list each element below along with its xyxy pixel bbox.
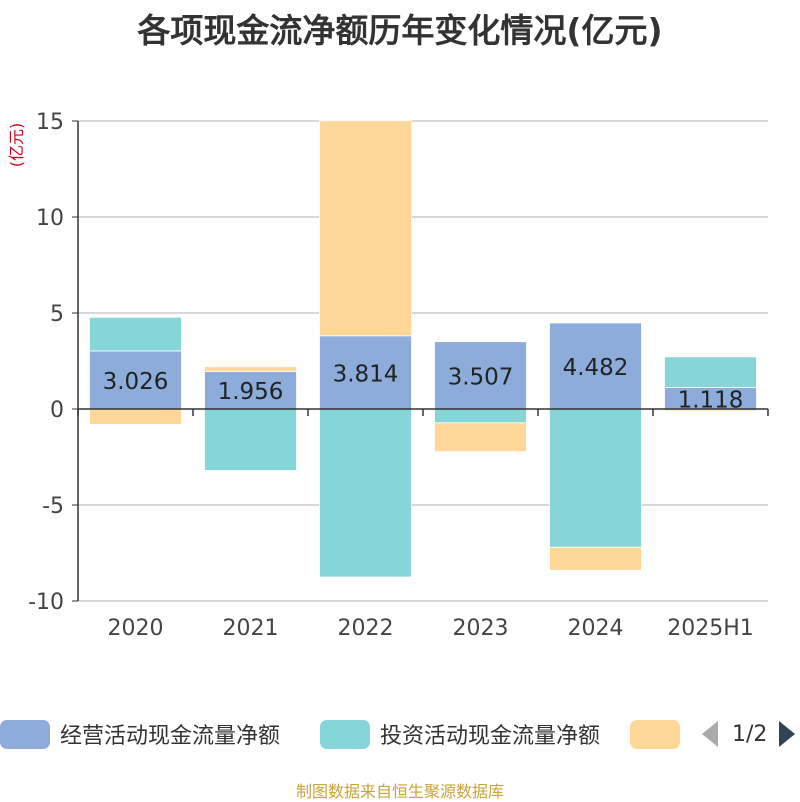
legend-pager: 1/2: [700, 716, 797, 752]
triangle-right-icon[interactable]: [777, 718, 797, 750]
data-label: 3.814: [333, 361, 399, 387]
bar-group-2024: 4.482: [549, 322, 642, 571]
bar-segment: [89, 350, 182, 410]
bar-segment: [89, 316, 182, 352]
x-tick-label: 2021: [223, 616, 279, 641]
y-tick-label: -10: [28, 590, 64, 615]
bar-segment: [204, 366, 297, 372]
x-tick-label: 2023: [453, 616, 509, 641]
bar-segment: [664, 356, 757, 388]
data-label: 3.026: [103, 369, 169, 395]
x-tick-label: 2022: [338, 616, 394, 641]
bar-segment: [204, 408, 297, 471]
legend-item-investing[interactable]: 投资活动现金流量净额: [320, 716, 600, 752]
legend-label-investing: 投资活动现金流量净额: [380, 724, 601, 749]
bar-segment: [549, 546, 642, 571]
bar-segment: [549, 408, 642, 548]
legend-swatch-financing: [630, 719, 680, 749]
y-tick-label: 0: [50, 398, 64, 423]
legend-page-indicator: 1/2: [732, 721, 768, 747]
data-label: 3.507: [448, 364, 514, 390]
bar-group-2023: 3.507: [434, 341, 527, 453]
bar-segment: [434, 408, 527, 424]
x-tick-label: 2024: [568, 616, 624, 641]
source-note: 制图数据来自恒生聚源数据库: [295, 782, 504, 801]
legend-swatch-operating: [0, 719, 50, 749]
x-tick-label: 2020: [108, 616, 164, 641]
legend: 经营活动现金流量净额 投资活动现金流量净额 1/2: [0, 716, 800, 752]
y-tick-label: -5: [42, 494, 64, 519]
bar-group-2020: 3.026: [89, 316, 182, 425]
y-axis-label: (亿元): [7, 123, 26, 168]
triangle-left-icon[interactable]: [700, 718, 720, 750]
bar-group-2021: 1.956: [204, 366, 297, 471]
bar-segment: [434, 341, 527, 410]
y-tick-label: 10: [36, 206, 64, 231]
legend-item-financing[interactable]: [630, 716, 680, 752]
bar-segment: [89, 408, 182, 425]
chart-title: 各项现金流净额历年变化情况(亿元): [137, 11, 663, 50]
y-tick-label: 15: [36, 110, 64, 135]
x-tick-label: 2025H1: [667, 616, 754, 641]
bar-segment: [434, 422, 527, 453]
data-label: 4.482: [563, 355, 629, 381]
bar-segment: [319, 120, 412, 337]
legend-label-operating: 经营活动现金流量净额: [60, 724, 281, 749]
bar-group-2025H1: 1.118: [664, 356, 757, 413]
data-label: 1.956: [218, 379, 284, 405]
legend-item-operating[interactable]: 经营活动现金流量净额: [0, 716, 280, 752]
bar-segment: [319, 408, 412, 578]
legend-swatch-investing: [320, 719, 370, 749]
y-tick-label: 5: [50, 302, 64, 327]
bar-group-2022: 3.814: [319, 120, 412, 578]
